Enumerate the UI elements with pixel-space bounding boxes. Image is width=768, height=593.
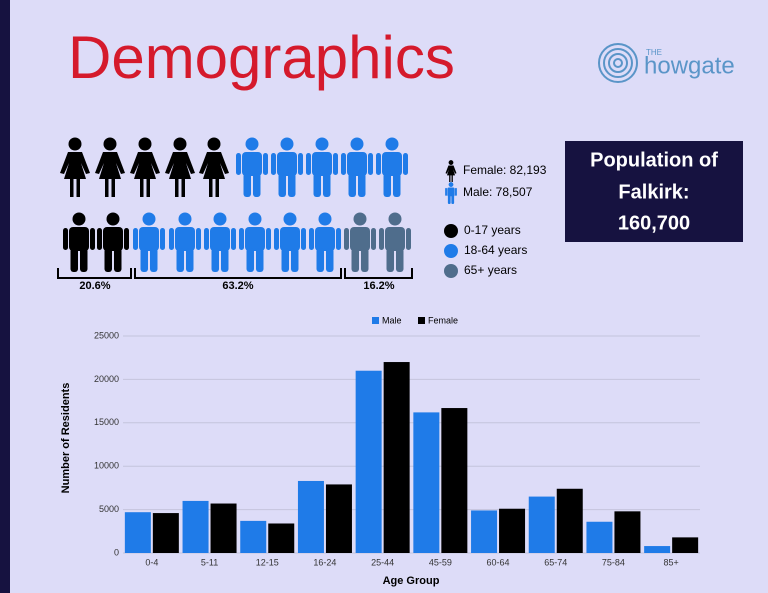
legend-label: Male xyxy=(382,315,402,325)
logo-small: THE xyxy=(646,48,662,57)
bar xyxy=(383,362,410,553)
bar-chart: Age Group Number of Residents 0 5000 10000… xyxy=(60,315,700,587)
x-tick-label: 25-44 xyxy=(371,557,394,567)
x-tick-label: 0-4 xyxy=(145,557,158,567)
x-tick-label: 85+ xyxy=(664,557,679,567)
bar xyxy=(528,496,555,553)
bar xyxy=(325,484,352,553)
bar xyxy=(210,503,237,553)
x-tick-label: 5-11 xyxy=(201,557,218,567)
bar xyxy=(355,370,382,553)
y-tick-label: 5000 xyxy=(99,504,119,514)
x-tick-label: 75-84 xyxy=(602,557,625,567)
x-tick-label: 60-64 xyxy=(487,557,510,567)
bar xyxy=(441,408,468,553)
population-text: Population of xyxy=(590,149,718,171)
share-label: 20.6% xyxy=(79,280,110,292)
bar xyxy=(471,510,498,553)
population-text: Falkirk: xyxy=(618,181,689,203)
legend-label: Female xyxy=(428,315,458,325)
bar xyxy=(672,537,699,553)
age-swatch xyxy=(444,244,458,258)
x-tick-label: 45-59 xyxy=(429,557,452,567)
x-tick-label: 12-15 xyxy=(256,557,279,567)
bar xyxy=(152,513,179,553)
logo-text: howgate xyxy=(644,52,735,79)
bar xyxy=(124,512,151,553)
brackets xyxy=(57,268,413,279)
bar xyxy=(413,412,440,553)
y-tick-label: 15000 xyxy=(94,417,119,427)
population-text: 160,700 xyxy=(618,212,690,234)
bar xyxy=(644,546,671,553)
population-box xyxy=(565,141,743,242)
age-legend: 65+ years xyxy=(464,263,517,277)
y-tick-label: 20000 xyxy=(94,374,119,384)
bar xyxy=(297,480,324,553)
y-tick-label: 10000 xyxy=(94,461,119,471)
y-tick-label: 0 xyxy=(114,547,119,557)
legend-swatch xyxy=(418,317,425,324)
gender-legend: Male: 78,507 xyxy=(463,185,533,199)
bar xyxy=(614,511,641,553)
bar xyxy=(182,500,209,553)
logo xyxy=(598,43,638,83)
x-axis-label: Age Group xyxy=(383,575,440,587)
bar xyxy=(240,520,267,553)
bar xyxy=(556,488,583,553)
x-tick-label: 16-24 xyxy=(313,557,336,567)
bar xyxy=(586,521,613,553)
age-swatch xyxy=(444,224,458,238)
bar xyxy=(268,523,295,553)
y-tick-label: 25000 xyxy=(94,330,119,340)
side-stripe xyxy=(0,0,10,593)
legend-swatch xyxy=(372,317,379,324)
share-label: 63.2% xyxy=(222,280,253,292)
share-label: 16.2% xyxy=(363,280,394,292)
gender-legend: Female: 82,193 xyxy=(463,163,547,177)
age-legend: 18-64 years xyxy=(464,243,527,257)
x-tick-label: 65-74 xyxy=(544,557,567,567)
age-legend: 0-17 years xyxy=(464,223,521,237)
age-swatch xyxy=(444,264,458,278)
bar xyxy=(499,508,526,553)
y-axis-label: Number of Residents xyxy=(60,383,72,494)
page-title: Demographics xyxy=(68,24,455,91)
